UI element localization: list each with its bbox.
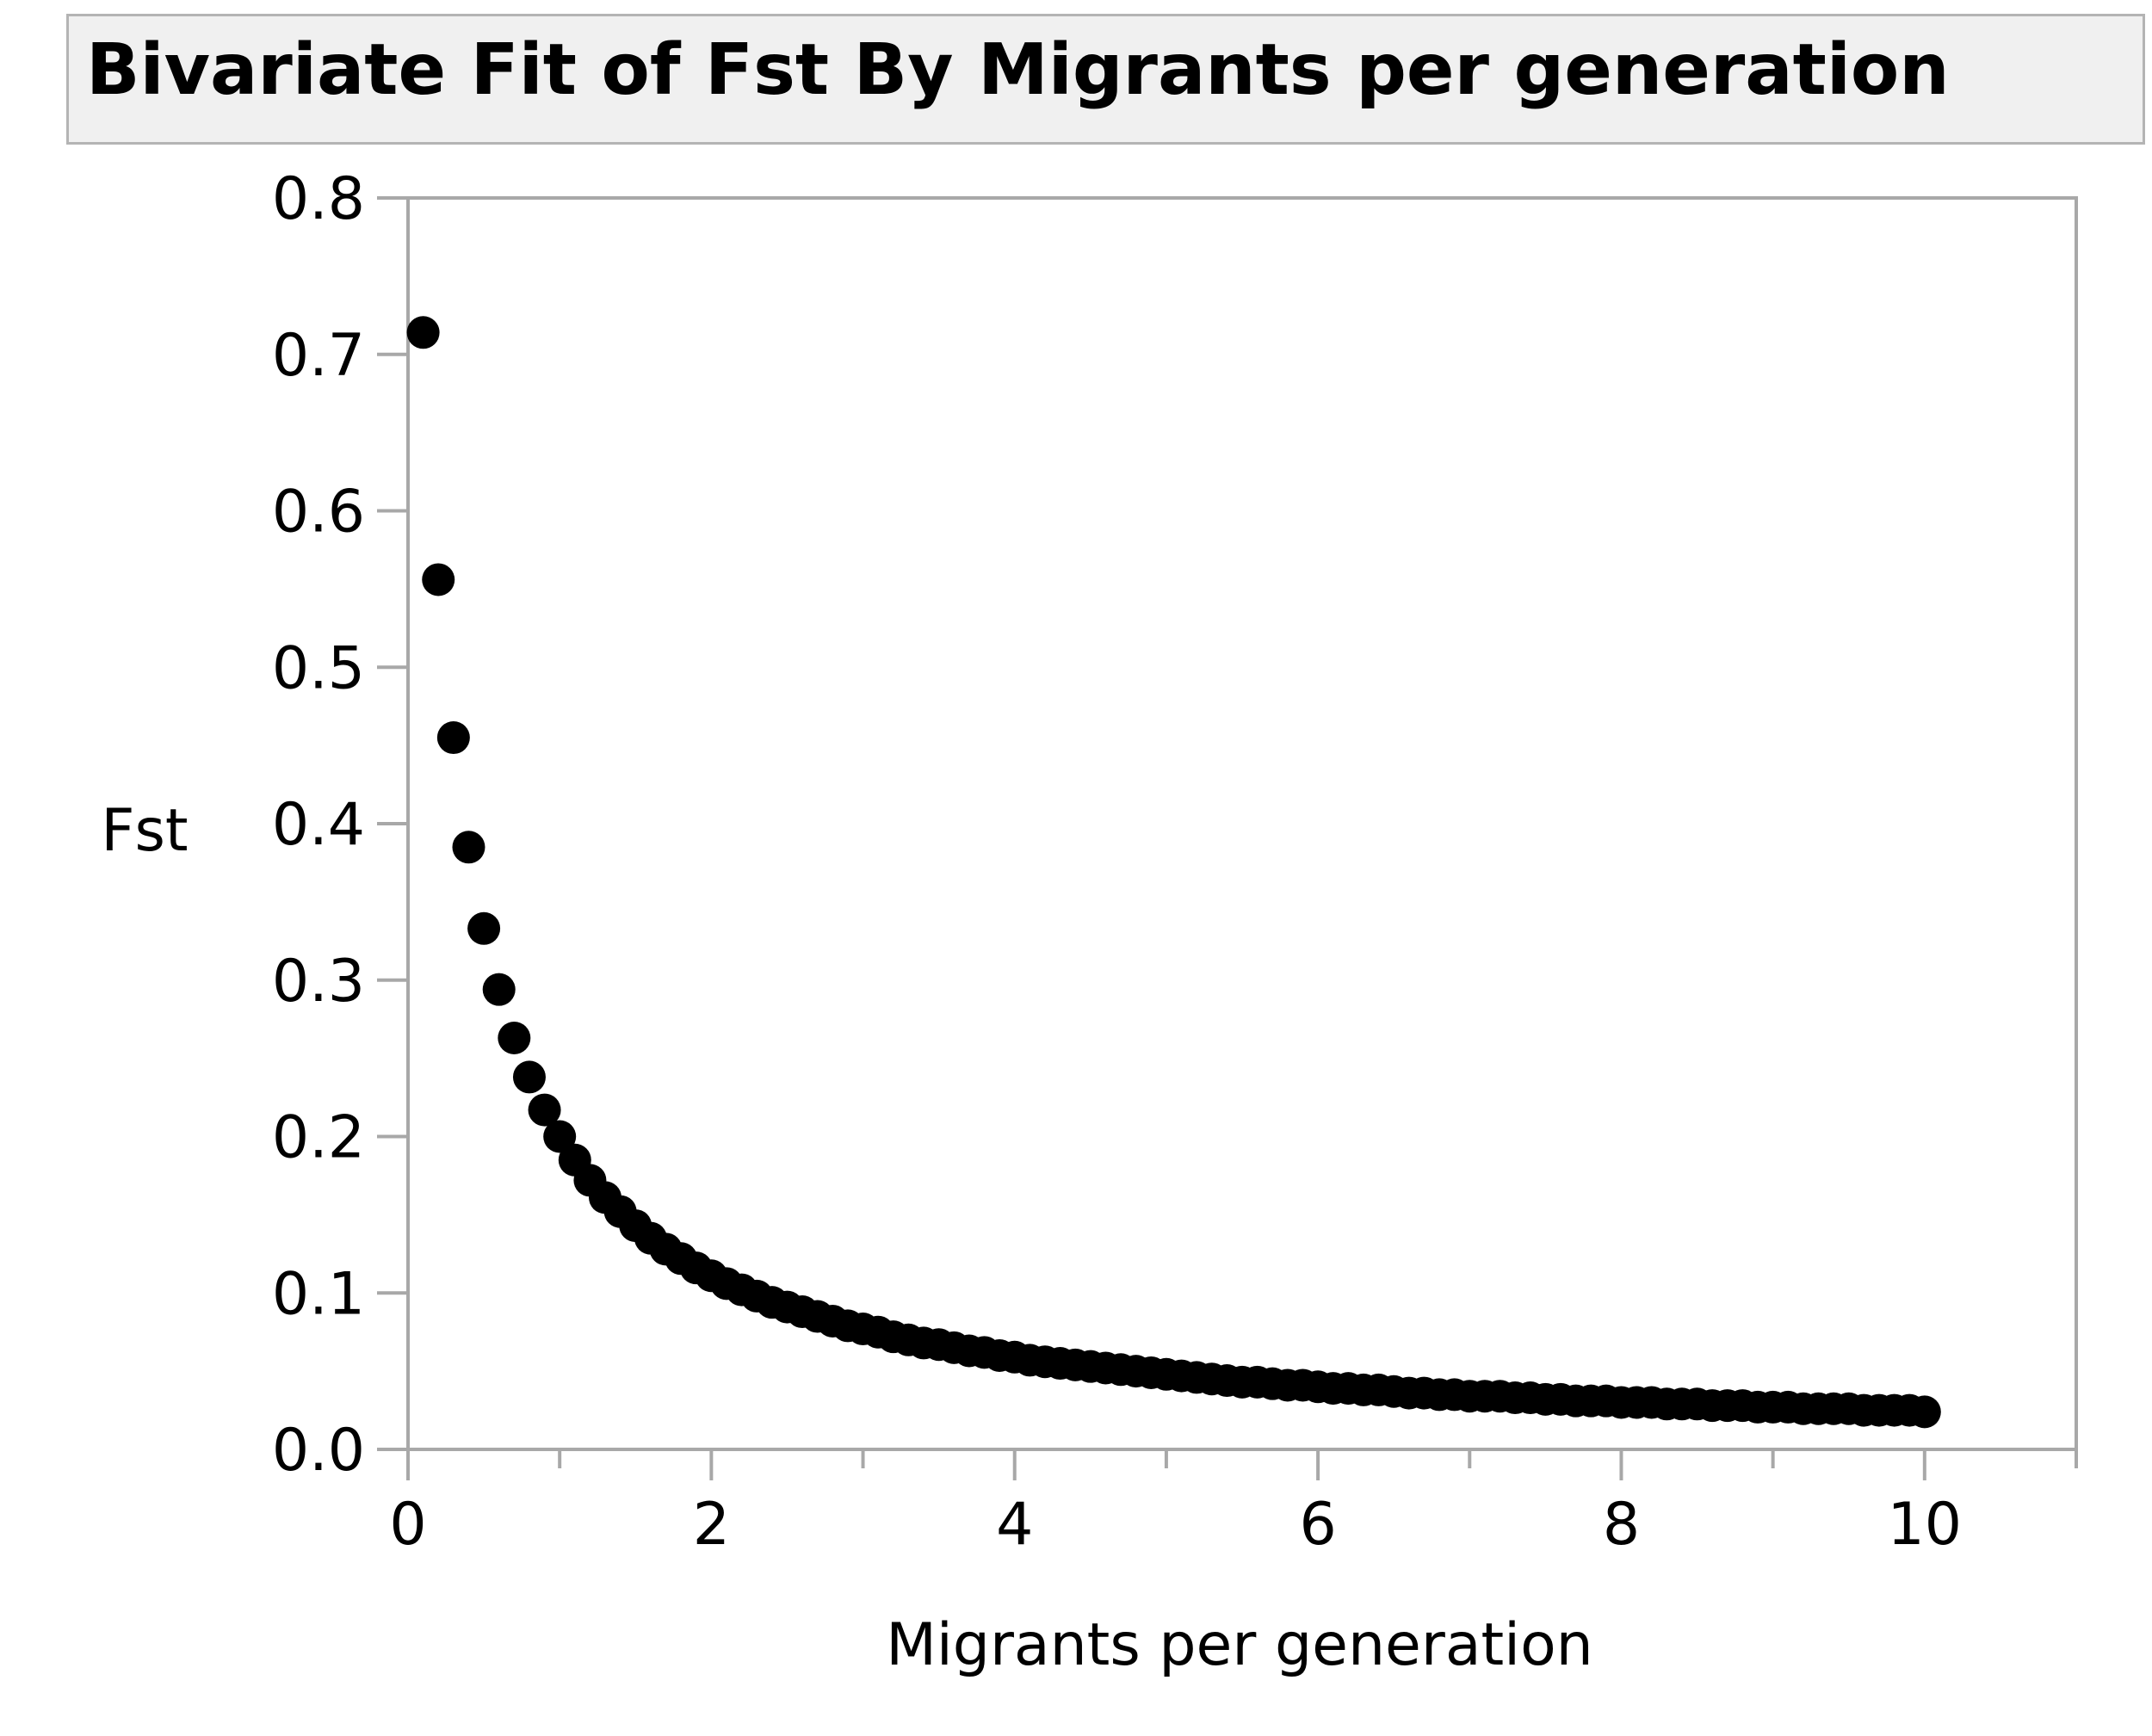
x-axis-title: Migrants per generation — [886, 1611, 1593, 1679]
data-point — [436, 721, 470, 755]
data-point — [543, 1120, 577, 1153]
y-tick-label: 0.3 — [272, 948, 365, 1016]
x-tick-label: 2 — [693, 1491, 730, 1559]
data-point — [512, 1060, 546, 1094]
y-tick-label: 0.8 — [272, 165, 365, 233]
y-tick-label: 0.5 — [272, 634, 365, 702]
y-tick-label: 0.7 — [272, 322, 365, 390]
y-tick-label: 0.2 — [272, 1104, 365, 1172]
data-point — [1908, 1395, 1941, 1429]
y-tick-label: 0.0 — [272, 1417, 365, 1485]
y-axis-title: Fst — [101, 797, 188, 865]
data-points — [406, 316, 1941, 1429]
chart-title: Bivariate Fit of Fst By Migrants per gen… — [86, 29, 1950, 111]
data-point — [482, 973, 516, 1006]
chart-title-bar: Bivariate Fit of Fst By Migrants per gen… — [66, 14, 2145, 145]
x-axis: 0 2 4 6 8 10 — [389, 1449, 2078, 1559]
data-point — [422, 563, 455, 596]
data-point — [406, 316, 440, 349]
data-point — [452, 831, 485, 864]
plot-frame — [406, 196, 2078, 1451]
y-axis: 0.0 0.1 0.2 0.3 0.4 0.5 0.6 0.7 0.8 — [272, 165, 408, 1485]
x-tick-label: 6 — [1299, 1491, 1336, 1559]
y-tick-label: 0.1 — [272, 1260, 365, 1328]
data-point — [528, 1093, 561, 1127]
x-tick-label: 0 — [389, 1491, 426, 1559]
x-tick-label: 4 — [996, 1491, 1033, 1559]
y-tick-label: 0.6 — [272, 479, 365, 547]
data-point — [498, 1021, 531, 1054]
x-tick-label: 8 — [1603, 1491, 1640, 1559]
x-tick-label: 10 — [1888, 1491, 1963, 1559]
data-point — [467, 911, 501, 945]
y-tick-label: 0.4 — [272, 791, 365, 859]
